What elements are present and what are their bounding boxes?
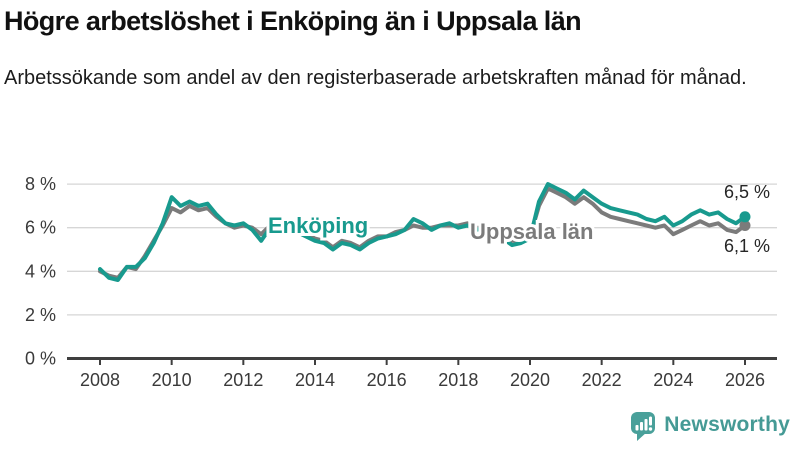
x-axis-tick-label: 2022 <box>582 370 622 390</box>
x-axis-tick-label: 2012 <box>223 370 263 390</box>
y-axis-tick-label: 6 % <box>25 218 56 238</box>
x-axis-tick-label: 2020 <box>510 370 550 390</box>
x-axis-tick-label: 2024 <box>653 370 693 390</box>
newsworthy-logo-icon <box>631 412 656 441</box>
series-label-enkoping: Enköping <box>268 213 368 238</box>
end-value-label-uppsala: 6,1 % <box>724 236 770 256</box>
page-title: Högre arbetslöshet i Enköping än i Uppsa… <box>4 6 582 36</box>
y-axis-tick-label: 0 % <box>25 349 56 369</box>
chart-subtitle: Arbetssökande som andel av den registerb… <box>4 67 747 89</box>
x-axis-tick-label: 2008 <box>80 370 120 390</box>
x-axis-tick-label: 2026 <box>725 370 765 390</box>
newsworthy-brand[interactable]: Newsworthy <box>630 408 790 442</box>
series-line-uppsala-lan <box>98 186 747 280</box>
x-axis-tick-label: 2016 <box>367 370 407 390</box>
y-axis-tick-label: 4 % <box>25 261 56 281</box>
series-label-uppsala: Uppsala län <box>470 219 593 244</box>
series-end-dot <box>739 220 751 232</box>
y-axis-tick-label: 8 % <box>25 174 56 194</box>
end-value-label-enkoping: 6,5 % <box>724 182 770 202</box>
x-axis-tick-label: 2014 <box>295 370 335 390</box>
x-axis-tick-label: 2018 <box>438 370 478 390</box>
x-axis-tick-label: 2010 <box>152 370 192 390</box>
series-line-enkoping <box>98 182 747 282</box>
y-axis-tick-label: 2 % <box>25 305 56 325</box>
series-end-dot <box>739 211 751 223</box>
newsworthy-brand-text: Newsworthy <box>664 413 790 436</box>
